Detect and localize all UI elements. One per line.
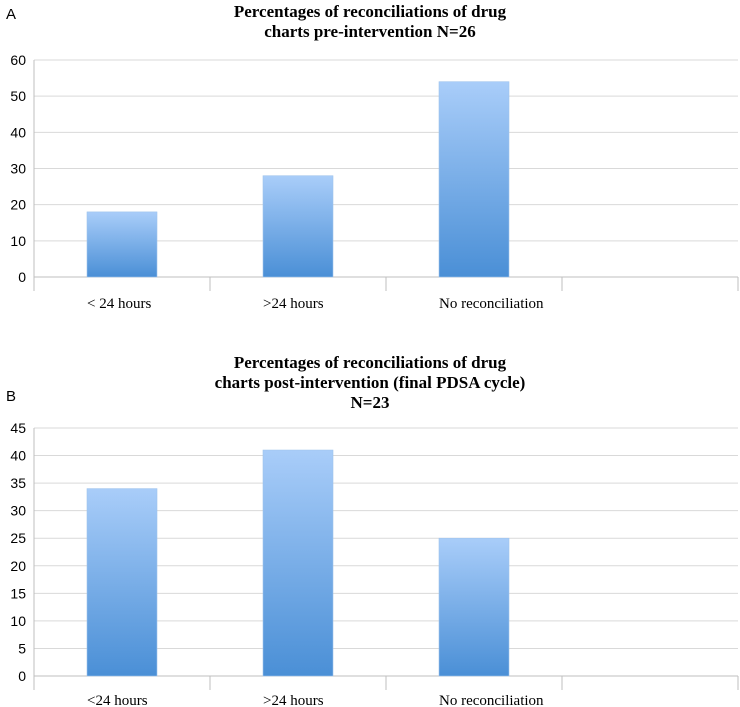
y-tick-label-a-2: 20 (10, 197, 26, 213)
chart-title-a-line-2: charts pre-intervention N=26 (264, 22, 476, 41)
bar-b-2 (438, 537, 510, 677)
y-tick-label-b-6: 30 (10, 503, 26, 519)
y-tick-label-a-5: 50 (10, 88, 26, 104)
category-label-a-2: No reconciliation (439, 296, 544, 312)
y-tick-label-a-0: 0 (18, 269, 26, 285)
y-tick-label-b-0: 0 (18, 668, 26, 684)
category-label-b-1: >24 hours (263, 693, 324, 707)
panel-label-a: A (6, 6, 17, 23)
category-label-b-2: No reconciliation (439, 693, 544, 707)
bar-a-2 (438, 81, 510, 278)
y-tick-label-a-3: 30 (10, 161, 26, 177)
chart-title-b-line-1: Percentages of reconciliations of drug (233, 353, 507, 372)
panel-label-b: B (6, 388, 17, 405)
chart-title-b-line-3: N=23 (350, 393, 390, 412)
y-tick-label-b-2: 10 (10, 613, 26, 629)
bar-b-0 (86, 488, 158, 677)
category-label-b-0: <24 hours (87, 693, 148, 707)
y-tick-label-a-4: 40 (10, 124, 26, 140)
chart-panel-b: B Percentages of reconciliations of drug… (0, 350, 740, 707)
y-tick-label-b-1: 5 (18, 640, 26, 656)
y-tick-label-b-5: 25 (10, 530, 26, 546)
bar-b-1 (262, 449, 334, 677)
bar-a-0 (86, 211, 158, 278)
chart-panel-a: A Percentages of reconciliations of drug… (0, 0, 740, 325)
y-tick-label-b-7: 35 (10, 475, 26, 491)
bar-chart-b: 0 5 10 15 20 25 30 35 40 45 <24 hours >24 hours No r… (10, 420, 739, 707)
y-tick-label-b-8: 40 (10, 448, 26, 464)
chart-title-a: Percentages of reconciliations of drug c… (0, 2, 740, 42)
y-tick-label-b-4: 20 (10, 558, 26, 574)
chart-title-b-line-2: charts post-intervention (final PDSA cyc… (214, 373, 526, 392)
y-tick-label-b-3: 15 (10, 585, 26, 601)
chart-title-a-line-1: Percentages of reconciliations of drug (233, 2, 507, 21)
y-tick-label-a-1: 10 (10, 233, 26, 249)
y-tick-label-b-9: 45 (10, 420, 26, 436)
category-label-a-1: >24 hours (263, 296, 324, 312)
bar-chart-a: 0 10 20 30 40 50 60 < 24 hours >24 hours No recon… (10, 52, 739, 312)
y-tick-label-a-6: 60 (10, 52, 26, 68)
chart-title-b: Percentages of reconciliations of drug c… (0, 353, 740, 413)
bar-a-1 (262, 175, 334, 278)
category-label-a-0: < 24 hours (87, 296, 151, 312)
